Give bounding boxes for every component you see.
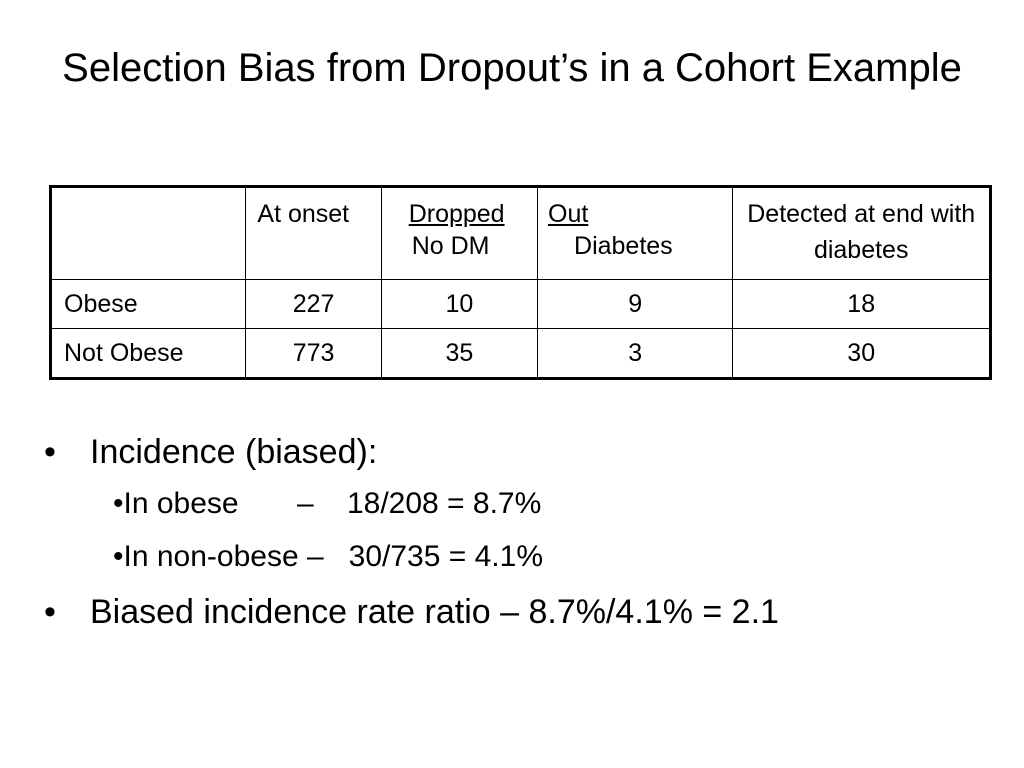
cell-at-onset: 227 (245, 279, 382, 329)
row-label: Not Obese (49, 328, 247, 379)
cell-out-diabetes: 9 (537, 279, 734, 329)
bullet-non-obese: •In non-obese – 30/735 = 4.1% (113, 540, 543, 573)
header-cell-dropped: Dropped No DM (380, 186, 539, 280)
cell-at-onset: 773 (245, 328, 382, 379)
bullet-marker: • (44, 593, 56, 631)
bullet-obese: •In obese – 18/208 = 8.7% (113, 487, 542, 520)
header-cell-out: Out Diabetes (537, 186, 734, 280)
data-table: At onset Dropped No DM Out Diabetes Dete… (49, 185, 992, 380)
no-dm-label: No DM (411, 232, 490, 260)
header-cell-at-onset: At onset (245, 186, 382, 280)
bullet-marker: • (44, 433, 56, 471)
cell-detected-end: 18 (732, 279, 991, 329)
row-label: Obese (49, 279, 247, 329)
table-row: Not Obese 773 35 3 30 (49, 328, 991, 379)
diabetes-label: Diabetes (574, 232, 673, 260)
cell-out-diabetes: 3 (537, 328, 734, 379)
header-cell-empty (49, 186, 247, 280)
dropped-label: Dropped (408, 200, 505, 228)
table-header-row: At onset Dropped No DM Out Diabetes Dete… (49, 186, 991, 280)
cell-dropped-no-dm: 10 (380, 279, 539, 329)
out-label: Out (548, 200, 589, 228)
bullet-incidence: • Incidence (biased): (44, 433, 378, 471)
header-cell-detected-end: Detected at end with diabetes (732, 186, 991, 280)
cell-detected-end: 30 (732, 328, 991, 379)
cell-dropped-no-dm: 35 (380, 328, 539, 379)
slide-title: Selection Bias from Dropout’s in a Cohor… (62, 46, 962, 90)
table-row: Obese 227 10 9 18 (49, 279, 991, 329)
bullet-ratio: • Biased incidence rate ratio – 8.7%/4.1%… (44, 593, 779, 631)
